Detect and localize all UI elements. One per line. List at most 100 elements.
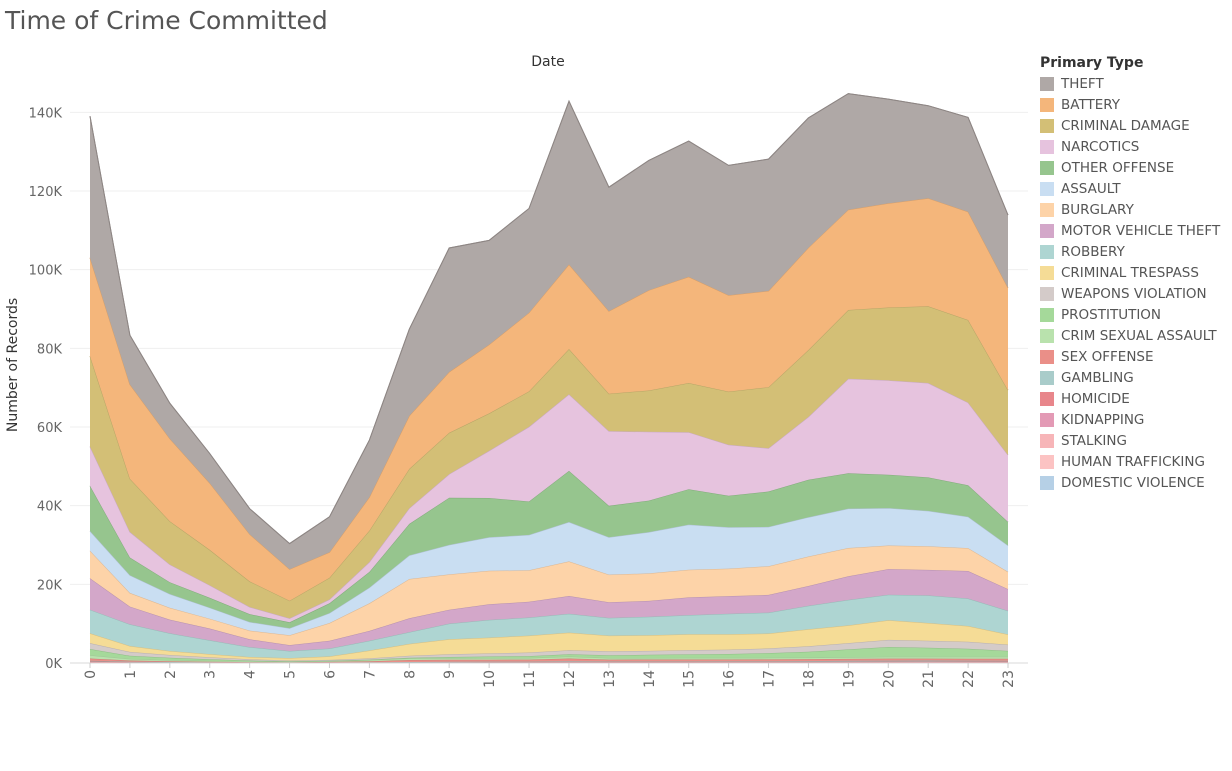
legend-item[interactable]: ASSAULT bbox=[1040, 178, 1232, 199]
legend-swatch bbox=[1040, 76, 1054, 91]
legend-swatch bbox=[1040, 328, 1054, 343]
y-tick-label: 80K bbox=[37, 342, 63, 357]
y-tick-label: 0K bbox=[45, 657, 62, 672]
y-tick-label: 140K bbox=[29, 106, 63, 121]
legend-swatch bbox=[1040, 118, 1054, 133]
legend-label: WEAPONS VIOLATION bbox=[1061, 285, 1207, 302]
chart-title: Time of Crime Committed bbox=[5, 6, 328, 35]
legend-label: CRIM SEXUAL ASSAULT bbox=[1061, 327, 1217, 344]
x-tick-label: 6 bbox=[322, 670, 338, 679]
area-series-theft[interactable] bbox=[90, 93, 1008, 570]
x-tick-label: 15 bbox=[682, 670, 698, 688]
legend-swatch bbox=[1040, 223, 1054, 238]
legend-item[interactable]: WEAPONS VIOLATION bbox=[1040, 283, 1232, 304]
legend: Primary Type THEFT BATTERY CRIMINAL DAMAGE… bbox=[1040, 53, 1232, 493]
legend-item[interactable]: THEFT bbox=[1040, 73, 1232, 94]
area-series-motor-vehicle-theft[interactable] bbox=[90, 569, 1008, 651]
y-tick-label: 60K bbox=[37, 421, 63, 436]
legend-swatch bbox=[1040, 412, 1054, 427]
y-axis-label: Number of Records bbox=[5, 298, 21, 432]
legend-label: HOMICIDE bbox=[1061, 390, 1130, 407]
legend-swatch bbox=[1040, 307, 1054, 322]
x-tick-label: 7 bbox=[362, 670, 378, 679]
x-tick-label: 17 bbox=[762, 670, 778, 688]
area-series-narcotics[interactable] bbox=[90, 378, 1008, 623]
legend-item[interactable]: BURGLARY bbox=[1040, 199, 1232, 220]
area-series-criminal-damage[interactable] bbox=[90, 306, 1008, 619]
legend-item[interactable]: HUMAN TRAFFICKING bbox=[1040, 451, 1232, 472]
x-tick-label: 3 bbox=[203, 670, 219, 679]
legend-swatch bbox=[1040, 160, 1054, 175]
total-outline bbox=[89, 93, 1009, 545]
legend-label: STALKING bbox=[1061, 432, 1127, 449]
legend-item[interactable]: CRIM SEXUAL ASSAULT bbox=[1040, 325, 1232, 346]
legend-label: DOMESTIC VIOLENCE bbox=[1061, 474, 1205, 491]
area-series-battery[interactable] bbox=[90, 198, 1008, 601]
legend-swatch bbox=[1040, 97, 1054, 112]
area-series-crim-sexual-assault[interactable] bbox=[90, 655, 1008, 663]
legend-item[interactable]: PROSTITUTION bbox=[1040, 304, 1232, 325]
legend-item[interactable]: BATTERY bbox=[1040, 94, 1232, 115]
y-tick-label: 20K bbox=[37, 578, 63, 593]
x-tick-label: 2 bbox=[163, 670, 179, 679]
legend-label: CRIMINAL TRESPASS bbox=[1061, 264, 1199, 281]
legend-swatch bbox=[1040, 391, 1054, 406]
legend-label: PROSTITUTION bbox=[1061, 306, 1162, 323]
legend-label: ROBBERY bbox=[1061, 243, 1125, 260]
x-tick-label: 8 bbox=[402, 670, 418, 679]
x-tick-label: 19 bbox=[841, 670, 857, 688]
x-tick-label: 16 bbox=[722, 670, 738, 688]
legend-item[interactable]: SEX OFFENSE bbox=[1040, 346, 1232, 367]
legend-item[interactable]: NARCOTICS bbox=[1040, 136, 1232, 157]
legend-label: BURGLARY bbox=[1061, 201, 1134, 218]
x-tick-label: 12 bbox=[562, 670, 578, 688]
legend-swatch bbox=[1040, 349, 1054, 364]
legend-item[interactable]: ROBBERY bbox=[1040, 241, 1232, 262]
x-tick-label: 10 bbox=[482, 670, 498, 688]
area-series-prostitution[interactable] bbox=[90, 647, 1008, 662]
legend-item[interactable]: STALKING bbox=[1040, 430, 1232, 451]
legend-item[interactable]: CRIMINAL TRESPASS bbox=[1040, 262, 1232, 283]
area-series-burglary[interactable] bbox=[90, 545, 1008, 646]
legend-label: BATTERY bbox=[1061, 96, 1120, 113]
x-tick-label: 23 bbox=[1001, 670, 1017, 688]
legend-label: HUMAN TRAFFICKING bbox=[1061, 453, 1205, 470]
legend-label: SEX OFFENSE bbox=[1061, 348, 1154, 365]
legend-items: THEFT BATTERY CRIMINAL DAMAGE NARCOTICS OTHE… bbox=[1040, 73, 1232, 493]
legend-item[interactable]: GAMBLING bbox=[1040, 367, 1232, 388]
area-series-weapons-violation[interactable] bbox=[90, 639, 1008, 662]
legend-label: CRIMINAL DAMAGE bbox=[1061, 117, 1190, 134]
area-series-other-offense[interactable] bbox=[90, 470, 1008, 629]
legend-swatch bbox=[1040, 202, 1054, 217]
legend-item[interactable]: CRIMINAL DAMAGE bbox=[1040, 115, 1232, 136]
x-tick-label: 21 bbox=[921, 670, 937, 688]
legend-label: GAMBLING bbox=[1061, 369, 1134, 386]
area-series-robbery[interactable] bbox=[90, 594, 1008, 659]
legend-item[interactable]: MOTOR VEHICLE THEFT bbox=[1040, 220, 1232, 241]
x-tick-label: 11 bbox=[522, 670, 538, 688]
legend-swatch bbox=[1040, 139, 1054, 154]
y-tick-label: 100K bbox=[29, 264, 63, 279]
chart-header: Date bbox=[531, 54, 564, 70]
legend-label: KIDNAPPING bbox=[1061, 411, 1145, 428]
area-edge-weapons-violation bbox=[89, 639, 1009, 662]
x-tick-label: 14 bbox=[642, 670, 658, 688]
legend-item[interactable]: OTHER OFFENSE bbox=[1040, 157, 1232, 178]
legend-label: THEFT bbox=[1061, 75, 1104, 92]
y-tick-label: 120K bbox=[29, 185, 63, 200]
area-series-criminal-trespass[interactable] bbox=[90, 620, 1008, 661]
legend-swatch bbox=[1040, 433, 1054, 448]
x-tick-label: 13 bbox=[602, 670, 618, 688]
legend-label: ASSAULT bbox=[1061, 180, 1121, 197]
legend-item[interactable]: HOMICIDE bbox=[1040, 388, 1232, 409]
legend-swatch bbox=[1040, 286, 1054, 301]
area-edge-criminal-damage bbox=[89, 305, 1009, 602]
legend-label: NARCOTICS bbox=[1061, 138, 1140, 155]
legend-item[interactable]: DOMESTIC VIOLENCE bbox=[1040, 472, 1232, 493]
areas bbox=[89, 93, 1009, 664]
area-series-assault[interactable] bbox=[90, 508, 1008, 636]
legend-swatch bbox=[1040, 181, 1054, 196]
legend-item[interactable]: KIDNAPPING bbox=[1040, 409, 1232, 430]
